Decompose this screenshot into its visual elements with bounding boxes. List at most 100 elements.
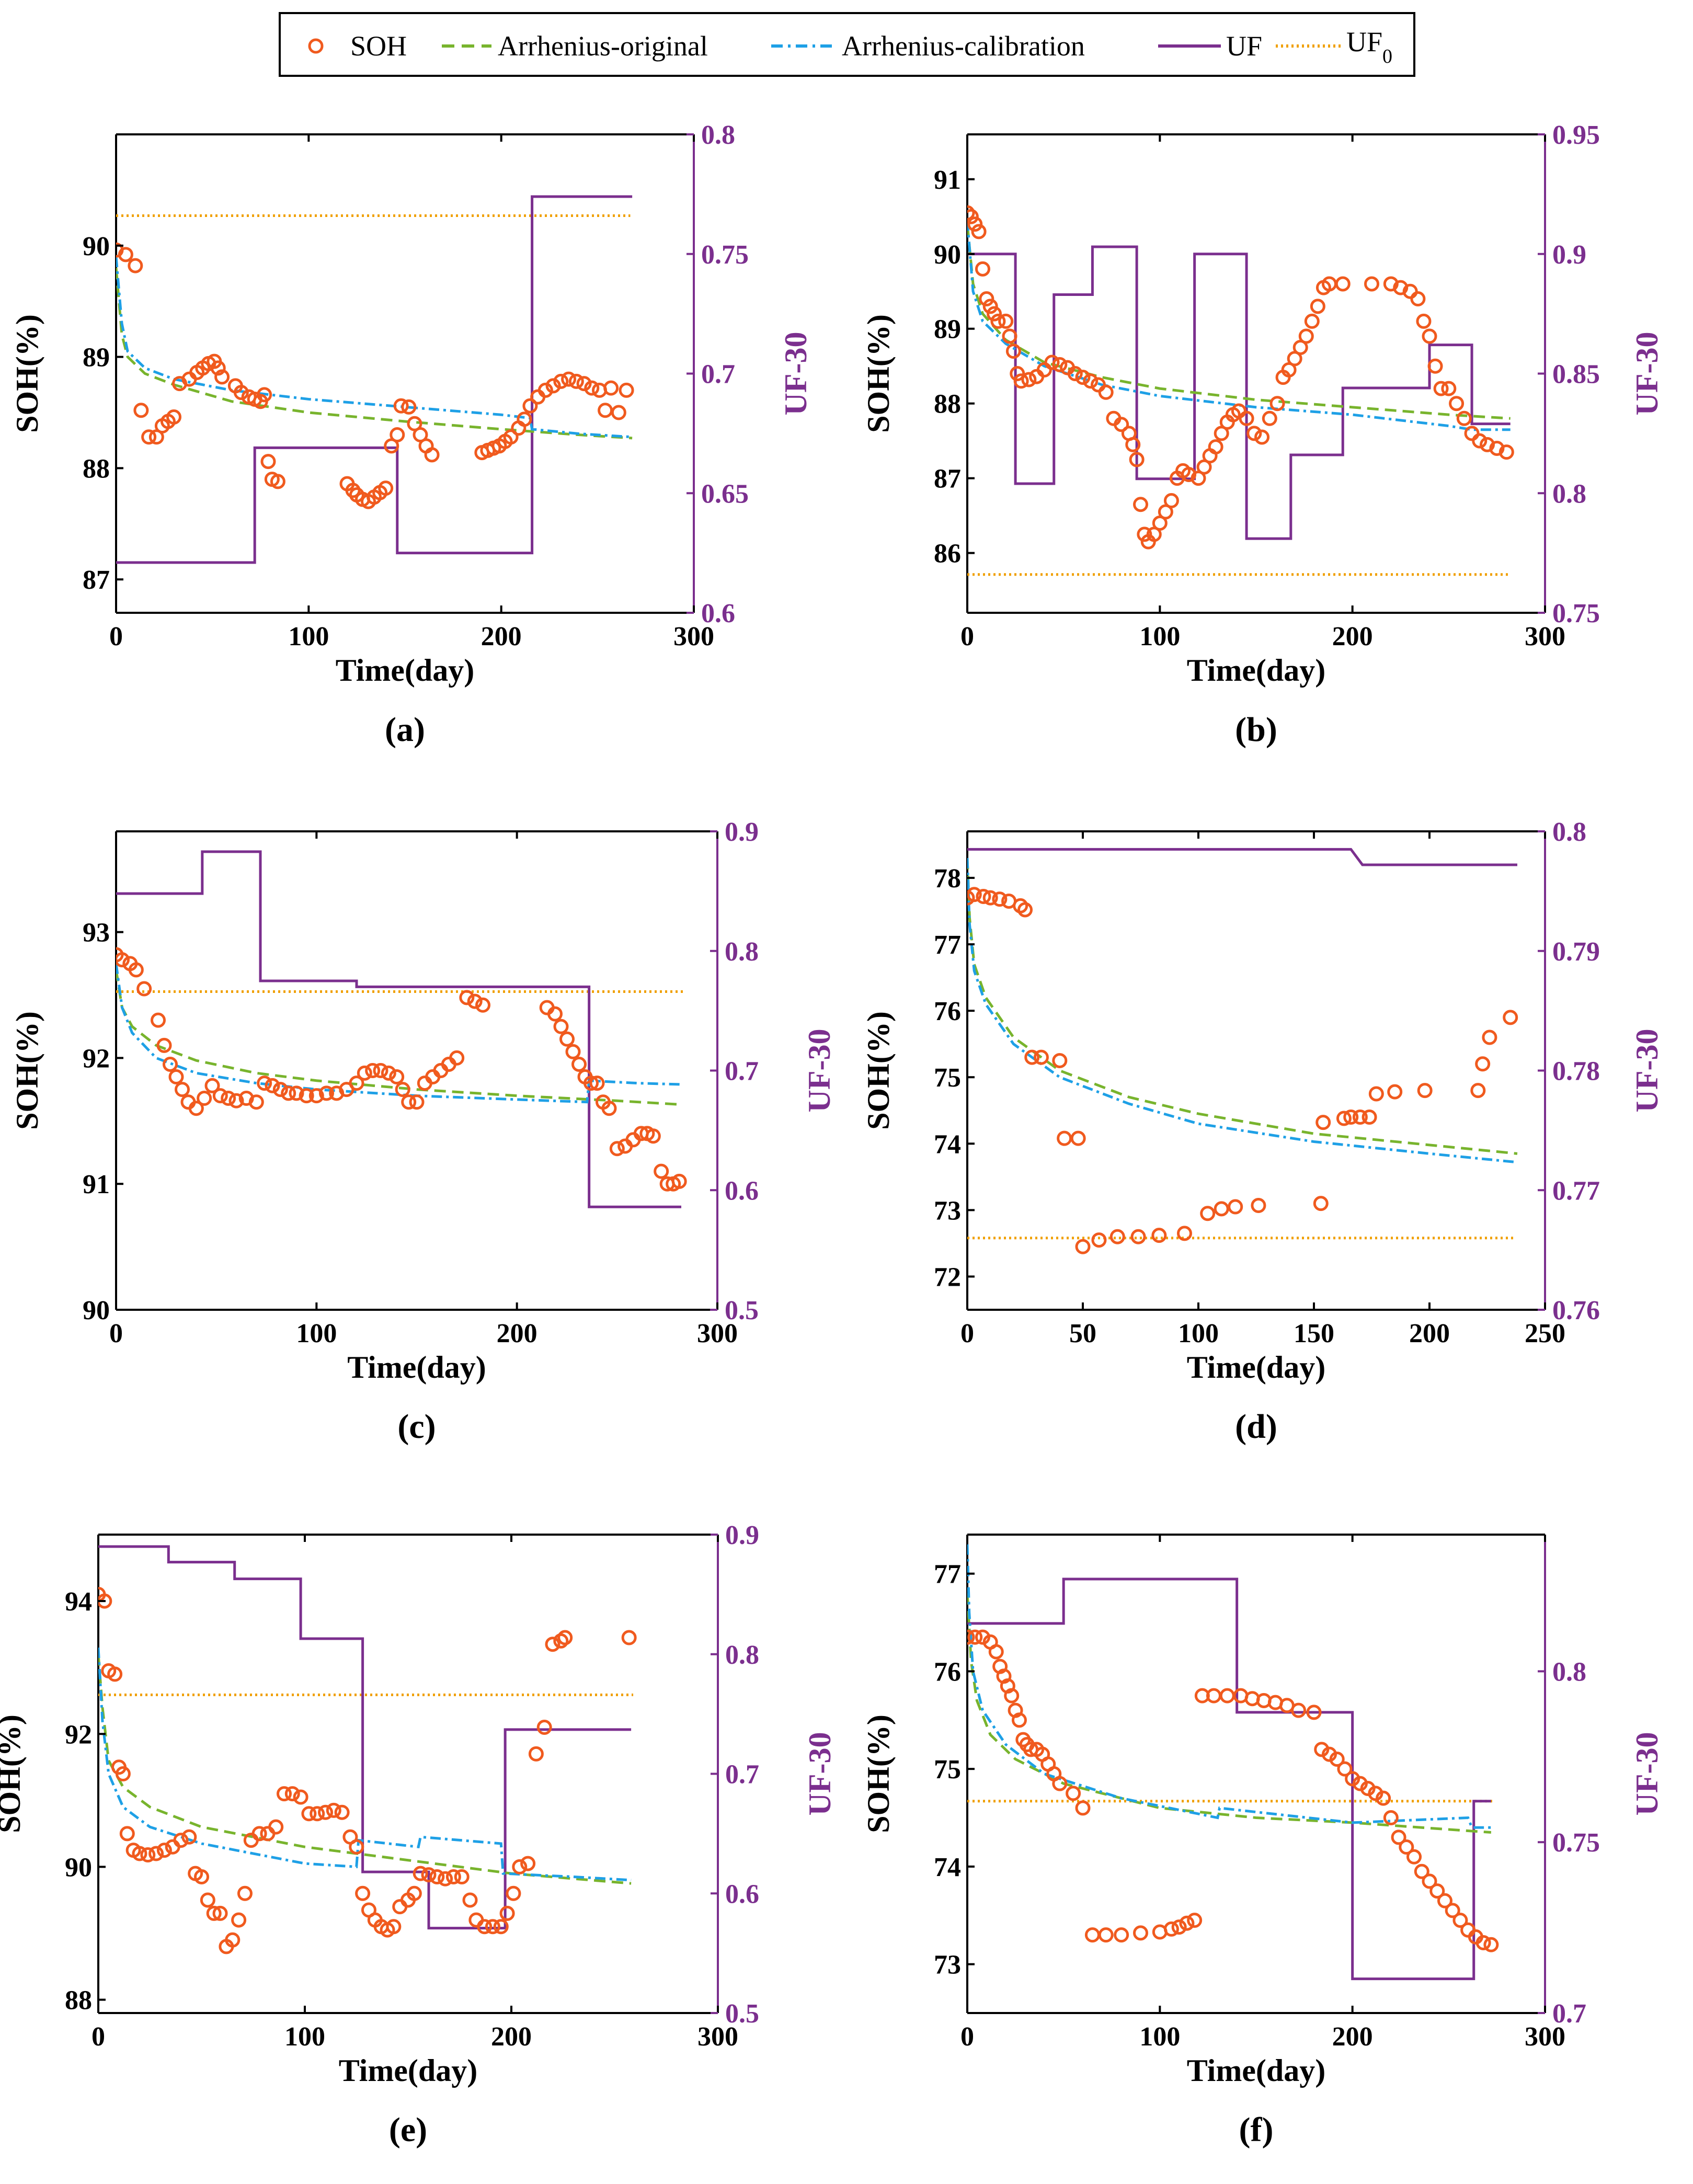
soh-point bbox=[982, 299, 998, 314]
soh-point bbox=[475, 997, 490, 1013]
y2-axis-label: UF-30 bbox=[803, 1732, 837, 1816]
panel-label: (f) bbox=[1239, 2111, 1274, 2149]
x-tick-label: 100 bbox=[288, 622, 329, 651]
y2-tick-label: 0.7 bbox=[701, 360, 735, 390]
y-tick-label: 87 bbox=[83, 565, 110, 595]
soh-point bbox=[1057, 1130, 1072, 1146]
soh-point bbox=[967, 1629, 983, 1645]
uf-line bbox=[116, 195, 633, 564]
soh-point bbox=[1228, 1199, 1243, 1215]
y-tick-label: 73 bbox=[934, 1196, 961, 1226]
plot-area bbox=[967, 1544, 1499, 1981]
y-tick-label: 89 bbox=[934, 315, 961, 345]
soh-point bbox=[671, 1173, 687, 1189]
soh-point bbox=[1114, 1927, 1129, 1943]
arrhenius-original-line bbox=[116, 268, 633, 440]
soh-point bbox=[1452, 1913, 1468, 1928]
chart-panel-4: 0 50 100 150 200 250 72 73 74 75 76 77 78 0.76 0.77 0.7… bbox=[861, 817, 1664, 1446]
soh-point bbox=[251, 1826, 267, 1842]
panel-label: (a) bbox=[385, 711, 425, 749]
y-tick-label: 78 bbox=[934, 864, 961, 894]
soh-point bbox=[373, 1063, 388, 1078]
soh-point bbox=[571, 1056, 587, 1072]
arrhenius-calibration-line bbox=[98, 1647, 632, 1882]
y-axis-label: SOH(%) bbox=[861, 1011, 896, 1130]
soh-point bbox=[1475, 1056, 1491, 1072]
y-tick-label: 93 bbox=[83, 918, 110, 948]
soh-point bbox=[975, 261, 990, 277]
soh-point bbox=[1281, 362, 1297, 378]
y2-tick-label: 0.8 bbox=[701, 120, 735, 150]
soh-point bbox=[967, 216, 983, 232]
soh-point bbox=[421, 1867, 437, 1883]
y2-tick-label: 0.9 bbox=[725, 1520, 759, 1550]
plot-area bbox=[967, 205, 1514, 576]
soh-point bbox=[299, 1088, 314, 1104]
chart-panel-3: 0 100 200 300 90 91 92 93 0.5 0.6 0.7 0.8 0.9 Time(da… bbox=[10, 817, 837, 1446]
arrhenius-calibration-line bbox=[967, 857, 1518, 1164]
y2-tick-label: 0.8 bbox=[1552, 817, 1586, 847]
soh-point bbox=[1137, 527, 1152, 542]
soh-point bbox=[1262, 410, 1277, 426]
soh-point bbox=[990, 313, 1006, 329]
soh-point bbox=[967, 887, 982, 902]
y2-tick-label: 0.75 bbox=[701, 240, 749, 270]
soh-point bbox=[445, 1869, 461, 1884]
soh-point bbox=[1336, 1111, 1352, 1126]
soh-point bbox=[221, 1090, 236, 1106]
y2-tick-label: 0.79 bbox=[1552, 937, 1600, 967]
x-tick-label: 200 bbox=[1332, 622, 1373, 651]
y-axis-label: SOH(%) bbox=[10, 1011, 44, 1130]
soh-point bbox=[378, 481, 394, 496]
x-tick-label: 0 bbox=[960, 2022, 974, 2052]
soh-point bbox=[151, 1012, 166, 1028]
soh-point bbox=[517, 411, 532, 427]
soh-point bbox=[1070, 1130, 1086, 1146]
x-axis-label: Time(day) bbox=[347, 1350, 486, 1385]
soh-point bbox=[301, 1806, 317, 1822]
soh-point bbox=[1005, 344, 1021, 359]
soh-point bbox=[1052, 357, 1068, 372]
soh-point bbox=[520, 1856, 536, 1871]
x-axis-label: Time(day) bbox=[1187, 1350, 1326, 1385]
soh-point bbox=[265, 1078, 280, 1093]
soh-point bbox=[386, 1919, 402, 1935]
plot-area bbox=[116, 850, 687, 1208]
soh-point bbox=[1214, 1201, 1229, 1217]
soh-point bbox=[310, 1806, 325, 1822]
soh-point bbox=[1033, 1049, 1049, 1065]
panel-label: (e) bbox=[389, 2111, 427, 2149]
y-tick-label: 75 bbox=[934, 1063, 961, 1093]
soh-point bbox=[1219, 1688, 1235, 1703]
y2-tick-label: 0.76 bbox=[1552, 1296, 1600, 1325]
soh-point bbox=[565, 1044, 581, 1059]
soh-point bbox=[349, 1839, 364, 1855]
soh-point bbox=[584, 380, 600, 396]
y2-tick-label: 0.8 bbox=[725, 937, 759, 967]
soh-point bbox=[1343, 1109, 1359, 1125]
y-tick-label: 94 bbox=[65, 1587, 92, 1617]
soh-point bbox=[1335, 276, 1351, 292]
soh-point bbox=[133, 403, 149, 418]
soh-point bbox=[1176, 1226, 1192, 1241]
soh-point bbox=[212, 1088, 228, 1104]
x-tick-label: 0 bbox=[960, 622, 974, 651]
soh-point bbox=[1402, 283, 1418, 299]
soh-point bbox=[462, 1892, 478, 1908]
soh-point bbox=[477, 1919, 493, 1935]
soh-point bbox=[1067, 366, 1083, 381]
legend-uf-label: UF bbox=[1226, 30, 1262, 62]
soh-point bbox=[1146, 527, 1162, 542]
soh-point bbox=[1427, 358, 1443, 374]
x-tick-label: 200 bbox=[491, 2022, 532, 2052]
y-tick-label: 91 bbox=[934, 165, 961, 195]
y2-tick-label: 0.7 bbox=[1552, 1999, 1586, 2029]
soh-point bbox=[355, 1885, 371, 1901]
soh-point bbox=[284, 1786, 300, 1802]
soh-point bbox=[503, 429, 519, 445]
x-tick-label: 200 bbox=[1409, 1319, 1450, 1348]
soh-point bbox=[1456, 410, 1472, 426]
soh-point bbox=[334, 1804, 350, 1820]
chart-panel-6: 0 100 200 300 73 74 75 76 77 0.7 0.75 0.8 Time(day) S… bbox=[861, 1534, 1664, 2149]
